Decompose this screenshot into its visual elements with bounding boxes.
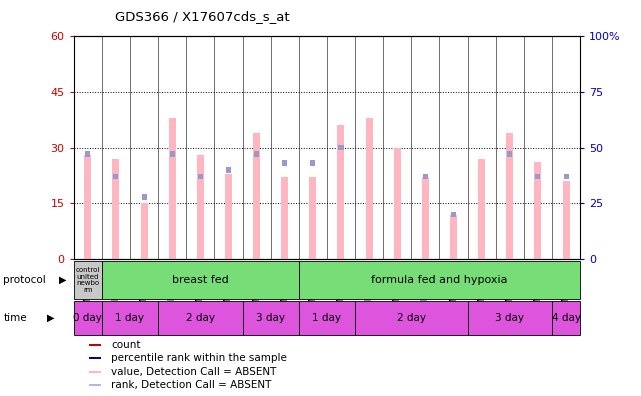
Bar [422,177,429,259]
Text: GDS366 / X17607cds_s_at: GDS366 / X17607cds_s_at [115,10,290,23]
Bar [142,194,147,200]
Text: 2 day: 2 day [186,313,215,323]
Bar [140,204,147,259]
Text: 0 day: 0 day [73,313,102,323]
Bar [112,159,119,259]
Bar [225,173,232,259]
Bar [170,151,175,157]
Bar [253,133,260,259]
Text: value, Detection Call = ABSENT: value, Detection Call = ABSENT [111,367,276,377]
Text: time: time [3,313,27,323]
Bar [310,177,317,259]
Text: 2 day: 2 day [397,313,426,323]
Text: control
united
newbo
rm: control united newbo rm [76,267,100,293]
Text: ▶: ▶ [47,313,55,323]
Bar [394,148,401,259]
Text: percentile rank within the sample: percentile rank within the sample [111,353,287,364]
Bar [451,212,456,217]
Bar [102,261,299,299]
Bar [535,162,542,259]
Bar [254,151,259,157]
Bar [299,301,355,335]
Bar [84,155,91,259]
Bar [226,167,231,173]
Bar [337,125,344,259]
Bar [89,384,101,386]
Text: 3 day: 3 day [495,313,524,323]
Text: 4 day: 4 day [551,313,581,323]
Text: count: count [111,340,140,350]
Bar [506,133,513,259]
Bar [169,118,176,259]
Bar [89,344,101,346]
Text: breast fed: breast fed [172,275,229,285]
Bar [338,145,344,150]
Text: rank, Detection Call = ABSENT: rank, Detection Call = ABSENT [111,380,272,390]
Bar [102,301,158,335]
Bar [365,118,372,259]
Bar [423,174,428,179]
Text: 1 day: 1 day [115,313,144,323]
Bar [113,174,119,179]
Bar [89,371,101,373]
Bar [467,301,552,335]
Bar [478,159,485,259]
Text: 1 day: 1 day [312,313,342,323]
Bar [242,301,299,335]
Bar [85,151,90,157]
Text: formula fed and hypoxia: formula fed and hypoxia [371,275,508,285]
Bar [299,261,580,299]
Bar [74,261,102,299]
Bar [281,177,288,259]
Bar [535,174,540,179]
Bar [198,174,203,179]
Bar [563,174,569,179]
Bar [310,160,315,166]
Bar [197,155,204,259]
Text: ▶: ▶ [59,275,67,285]
Text: protocol: protocol [3,275,46,285]
Bar [282,160,287,166]
Bar [89,357,101,360]
Bar [450,215,457,259]
Bar [507,151,512,157]
Bar [552,301,580,335]
Bar [563,181,570,259]
Bar [158,301,242,335]
Bar [74,301,102,335]
Bar [355,301,467,335]
Text: 3 day: 3 day [256,313,285,323]
